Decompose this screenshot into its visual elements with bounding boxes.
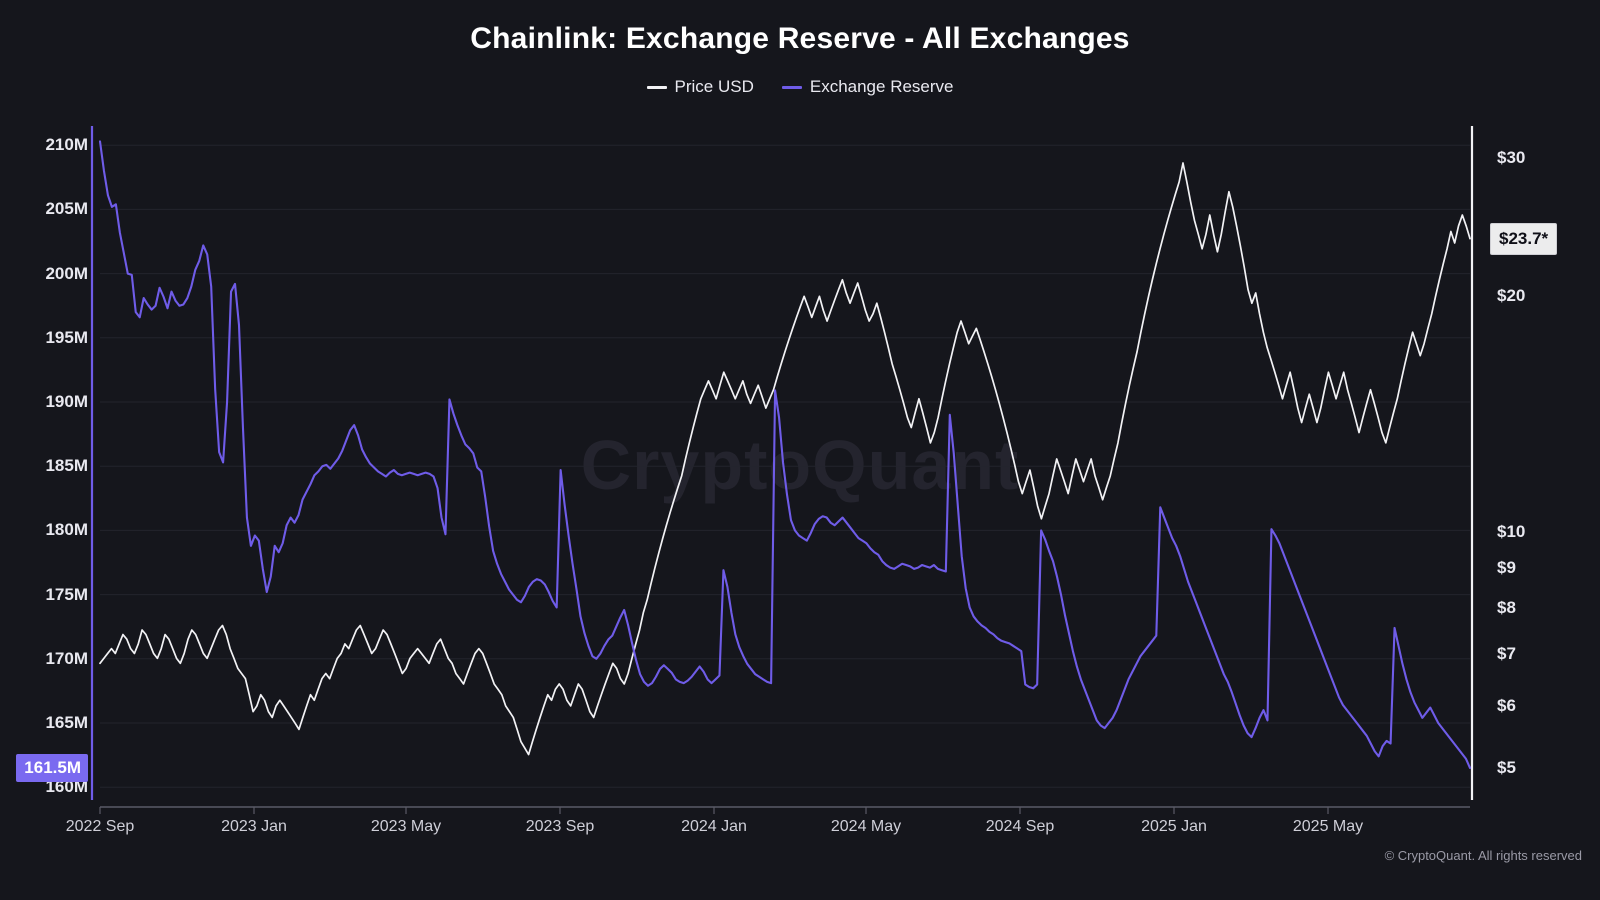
price-current-value-badge: $23.7* bbox=[1490, 222, 1558, 255]
exchange-reserve-line bbox=[98, 140, 1472, 769]
right-axis-tick-label: $6 bbox=[1497, 695, 1516, 715]
right-axis-tick-label: $5 bbox=[1497, 757, 1516, 777]
left-axis-tick-label: 205M bbox=[45, 199, 88, 219]
x-axis-tick-label: 2025 Jan bbox=[1141, 818, 1207, 835]
legend-label-price-usd: Price USD bbox=[674, 77, 754, 96]
left-axis-tick-label: 170M bbox=[45, 648, 88, 668]
x-axis-tick-label: 2024 Sep bbox=[985, 818, 1055, 835]
legend-swatch-price-usd bbox=[646, 85, 667, 89]
chart-legend: Price USD Exchange Reserve bbox=[0, 77, 1600, 97]
left-axis-tick-label: 160M bbox=[45, 777, 88, 797]
right-axis-tick-label: $7 bbox=[1497, 643, 1516, 663]
left-axis-tick-label: 180M bbox=[45, 520, 88, 540]
x-axis-tick-label: 2022 Sep bbox=[65, 818, 135, 835]
copyright-notice: © CryptoQuant. All rights reserved bbox=[1384, 848, 1582, 863]
left-axis-tick-label: 190M bbox=[45, 392, 88, 411]
x-axis-tick-label: 2024 May bbox=[830, 818, 902, 835]
legend-swatch-exchange-reserve bbox=[781, 85, 802, 89]
right-axis-tick-label: $9 bbox=[1497, 558, 1516, 577]
legend-label-exchange-reserve: Exchange Reserve bbox=[809, 77, 954, 96]
left-axis-tick-label: 175M bbox=[45, 584, 88, 604]
right-axis-tick-label: $20 bbox=[1497, 286, 1526, 306]
legend-item-exchange-reserve[interactable]: Exchange Reserve bbox=[781, 77, 954, 97]
left-axis-tick-label: 210M bbox=[45, 135, 88, 155]
x-axis-tick-label: 2024 Jan bbox=[681, 818, 747, 835]
price-usd-line bbox=[99, 162, 1471, 756]
right-axis-tick-label: $30 bbox=[1497, 148, 1526, 168]
gridlines bbox=[100, 144, 1470, 788]
x-tick-marks bbox=[99, 807, 1329, 814]
left-axis-tick-label: 165M bbox=[45, 713, 88, 732]
x-axis-tick-label: 2023 Jan bbox=[221, 818, 287, 835]
right-axis-tick-label: $10 bbox=[1497, 522, 1526, 542]
left-axis-tick-label: 185M bbox=[45, 456, 88, 476]
left-axis-tick-label: 195M bbox=[45, 327, 88, 347]
left-axis-tick-label: 200M bbox=[45, 263, 88, 283]
x-axis-tick-label: 2023 May bbox=[370, 818, 442, 835]
legend-item-price-usd[interactable]: Price USD bbox=[646, 77, 754, 97]
chart-title: Chainlink: Exchange Reserve - All Exchan… bbox=[470, 22, 1130, 55]
x-axis-tick-label: 2023 Sep bbox=[525, 818, 595, 835]
right-axis-tick-label: $8 bbox=[1497, 598, 1516, 617]
reserve-current-value-badge: 161.5M bbox=[16, 753, 88, 782]
x-axis-tick-label: 2025 May bbox=[1292, 818, 1364, 835]
